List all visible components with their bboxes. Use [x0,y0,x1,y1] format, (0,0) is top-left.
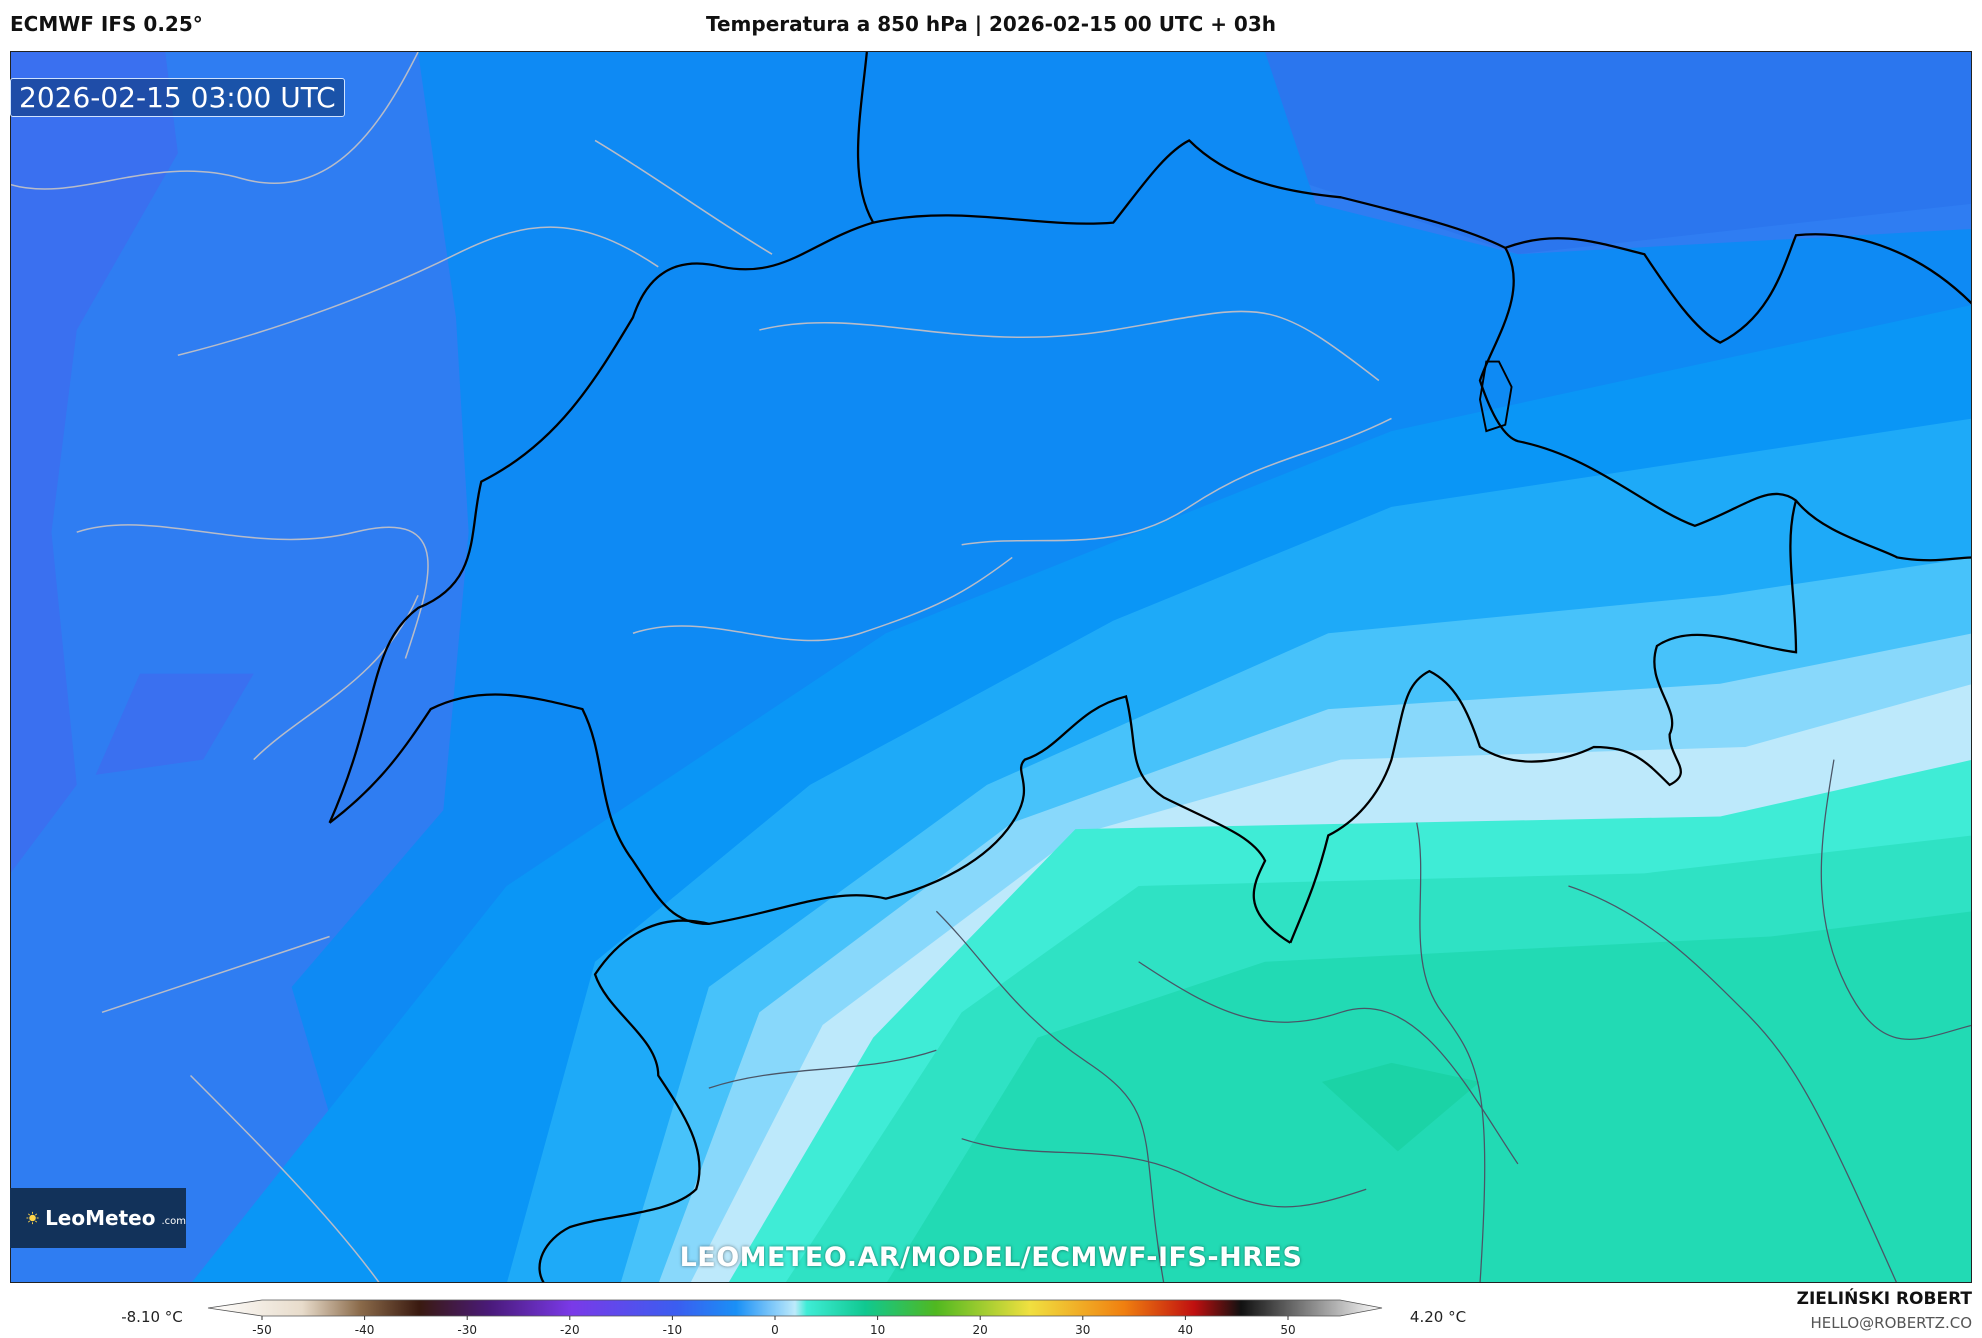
colorbar: -8.10 °C 4.20 °C -50 -40 -30 -20 -10 0 10 20 30 4… [121,1299,1466,1337]
colorbar-tick-label: 30 [1075,1323,1090,1337]
map-title: Temperatura a 850 hPa | 2026-02-15 00 UT… [705,12,1277,36]
logo-name: LeoMeteo [45,1206,156,1230]
field-cold [95,673,254,775]
logo: LeoMeteo .com [10,1188,186,1248]
author: ZIELIŃSKI ROBERT [1796,1289,1972,1309]
country-borders [328,52,1971,1282]
timestamp: 2026-02-15 03:00 UTC [10,78,345,117]
field-cold [11,52,178,873]
colorbar-tick-label: 0 [771,1323,779,1337]
colorbar-tick-label: -40 [355,1323,375,1337]
temperature-field [11,52,1971,1282]
model-label: ECMWF IFS 0.25° [10,12,203,36]
lake-outline [1479,360,1513,433]
map [10,51,1972,1283]
email: HELLO@ROBERTZ.CO [1810,1314,1972,1332]
regional-borders [708,759,1971,1282]
colorbar-scale [207,1299,1383,1317]
field-band [1321,1062,1480,1152]
colorbar-tick-label: 40 [1178,1323,1193,1337]
field-cold [1265,52,1971,255]
colorbar-tick-label: -20 [560,1323,580,1337]
colorbar-tick-label: -10 [663,1323,683,1337]
logo-suffix: .com [161,1215,186,1227]
min-label: -8.10 °C [121,1308,183,1326]
admin-borders [11,52,1392,1282]
colorbar-tick-label: 10 [870,1323,885,1337]
colorbar-tick-label: 20 [973,1323,988,1337]
colorbar-tick-label: -30 [457,1323,477,1337]
colorbar-tick-label: 50 [1280,1323,1295,1337]
watermark: LEOMETEO.AR/MODEL/ECMWF-IFS-HRES [679,1242,1303,1273]
colorbar-tick-label: -50 [252,1323,272,1337]
max-label: 4.20 °C [1410,1308,1466,1326]
logo-icon [26,1211,39,1225]
